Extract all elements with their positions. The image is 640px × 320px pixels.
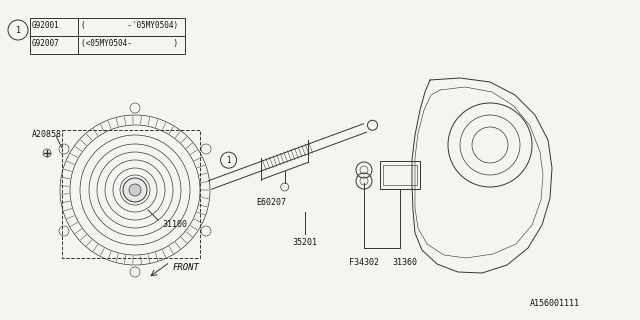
- Circle shape: [367, 120, 378, 130]
- Text: E60207: E60207: [257, 197, 287, 206]
- Text: A156001111: A156001111: [530, 299, 580, 308]
- Text: (<05MY0504-         ): (<05MY0504- ): [81, 39, 178, 48]
- Text: FRONT: FRONT: [173, 263, 200, 273]
- Circle shape: [129, 184, 141, 196]
- Bar: [62, 130, 200, 258]
- Text: 1: 1: [15, 26, 20, 35]
- Text: 35201: 35201: [292, 238, 317, 247]
- Text: 31100: 31100: [162, 220, 187, 229]
- Circle shape: [123, 178, 147, 202]
- Bar: [383, 165, 417, 185]
- Text: 31360: 31360: [392, 258, 417, 267]
- Text: G92007: G92007: [32, 39, 60, 48]
- Text: F34302: F34302: [349, 258, 379, 267]
- Text: A20858: A20858: [32, 130, 62, 139]
- Bar: [30, 18, 185, 36]
- Bar: [380, 161, 420, 189]
- Text: (         -'05MY0504): ( -'05MY0504): [81, 21, 178, 30]
- Bar: [30, 36, 185, 54]
- Text: 1: 1: [227, 156, 231, 165]
- Text: G92001: G92001: [32, 21, 60, 30]
